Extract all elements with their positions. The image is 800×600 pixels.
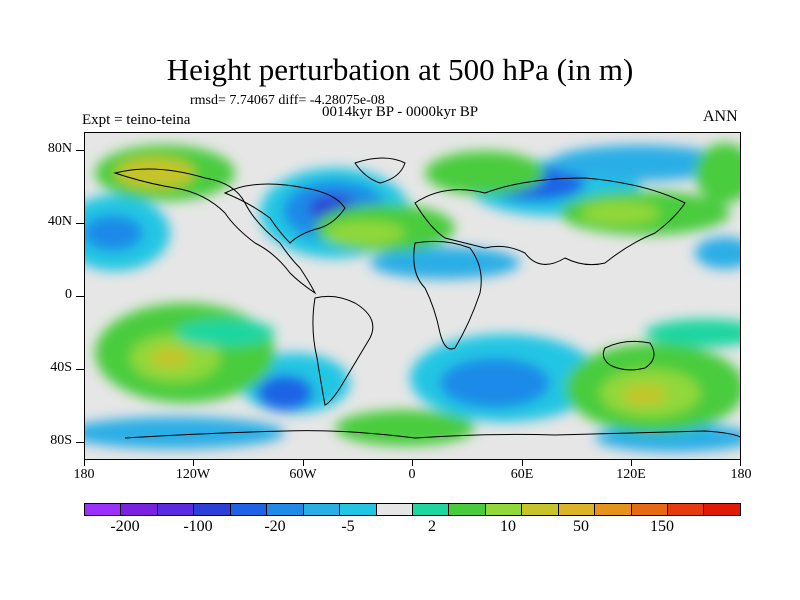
lat-label: 0: [65, 287, 72, 302]
colorbar-swatch: [85, 504, 122, 515]
map-title: Height perturbation at 500 hPa (in m): [166, 52, 634, 87]
lon-label: 60E: [510, 467, 534, 482]
colorbar-swatch: [121, 504, 158, 515]
lon-label: 180: [73, 467, 95, 482]
lat-label: 40N: [47, 214, 72, 229]
lat-label: 80N: [47, 141, 72, 156]
colorbar-swatch: [157, 504, 195, 515]
colorbar-swatch: [267, 504, 304, 515]
colorbar-swatch: [704, 504, 740, 515]
lon-label: 60W: [289, 467, 317, 482]
colorbar-label: 150: [650, 518, 674, 535]
colorbar: [84, 503, 741, 516]
colorbar-swatch: [340, 504, 377, 515]
colorbar-label: -5: [341, 518, 355, 535]
colorbar-label: 2: [428, 518, 436, 535]
map-subtitle: 0014kyr BP - 0000kyr BP: [322, 104, 479, 120]
colorbar-swatch: [631, 504, 668, 515]
colorbar-swatch: [303, 504, 341, 515]
colorbar-label: -20: [264, 518, 286, 535]
colorbar-swatch: [558, 504, 596, 515]
colorbar-swatch: [412, 504, 450, 515]
colorbar-swatch: [376, 504, 413, 515]
colorbar-label: -100: [183, 518, 213, 535]
colorbar-label: 10: [500, 518, 516, 535]
lon-label: 0: [408, 467, 416, 482]
lon-label: 120W: [175, 467, 211, 482]
map-panel: [84, 132, 741, 460]
colorbar-swatch: [522, 504, 559, 515]
colorbar-label: -200: [110, 518, 140, 535]
height-field: [85, 133, 740, 459]
colorbar-swatch: [449, 504, 486, 515]
experiment-label: Expt = teino-teina: [82, 112, 191, 128]
lon-label: 120E: [616, 467, 646, 482]
lat-label: 40S: [50, 360, 72, 375]
season-label: ANN: [703, 108, 738, 125]
colorbar-label: 50: [573, 518, 589, 535]
lon-label: 180: [730, 467, 752, 482]
colorbar-swatch: [194, 504, 231, 515]
colorbar-swatch: [595, 504, 632, 515]
lat-label: 80S: [50, 433, 72, 448]
colorbar-swatch: [230, 504, 268, 515]
stats-text: rmsd= 7.74067 diff= -4.28075e-08: [190, 93, 385, 108]
colorbar-swatch: [485, 504, 523, 515]
colorbar-swatch: [668, 504, 705, 515]
coastlines: [113, 157, 740, 439]
